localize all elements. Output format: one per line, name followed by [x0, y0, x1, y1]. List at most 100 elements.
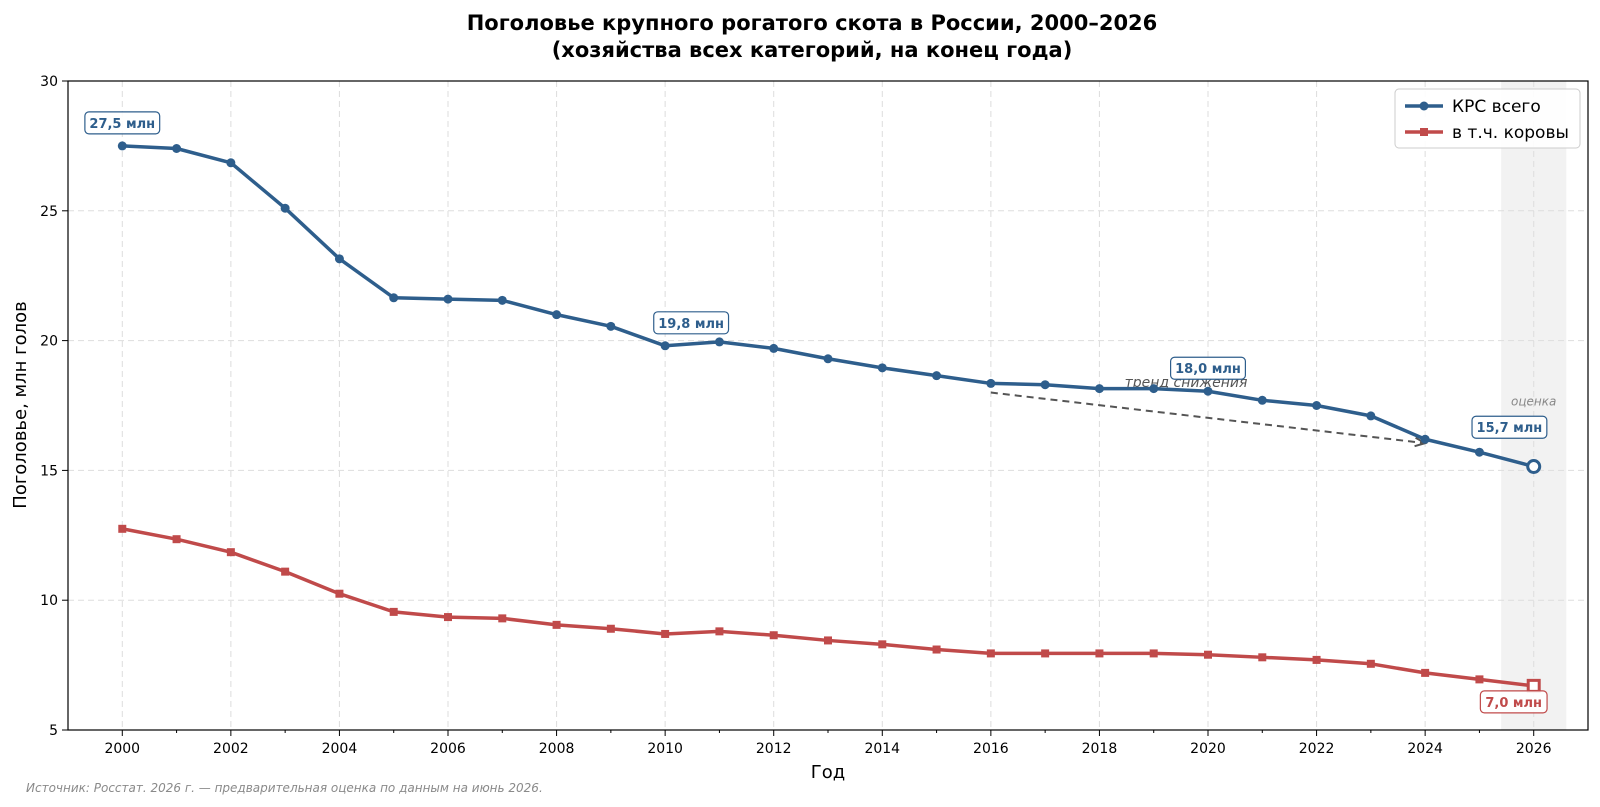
legend-label: КРС всего — [1452, 97, 1541, 117]
data-point — [1420, 434, 1430, 444]
chart-title-line-1: Поголовье крупного рогатого скота в Росс… — [467, 11, 1158, 35]
legend-label: в т.ч. коровы — [1452, 123, 1569, 143]
callout-box — [1471, 415, 1548, 439]
data-point — [932, 371, 942, 381]
x-tick-label: 2000 — [104, 741, 140, 757]
x-tick-label: 2014 — [864, 741, 900, 757]
data-point — [443, 294, 453, 304]
x-tick-label: 2010 — [647, 741, 683, 757]
data-point — [172, 143, 182, 153]
data-point — [823, 354, 833, 364]
callout-text: 19,8 млн — [658, 317, 724, 332]
callout-text: 7,0 млн — [1485, 696, 1542, 711]
x-tick-label: 2024 — [1407, 741, 1443, 757]
data-point — [824, 636, 832, 645]
annotations: 27,5 млн 19,8 млн 18,0 млн 15,7 млн 7,0 млн — [84, 111, 1548, 714]
data-point — [1257, 395, 1267, 405]
data-point — [606, 321, 616, 331]
data-point — [1149, 649, 1158, 658]
data-point — [661, 629, 670, 638]
data-point — [932, 645, 941, 654]
callout-box — [84, 111, 161, 135]
x-axis-label: Год — [811, 762, 845, 783]
data-point — [1366, 659, 1375, 668]
data-point — [1041, 649, 1050, 658]
data-point — [986, 378, 996, 388]
data-point — [281, 567, 290, 576]
data-point-estimate — [1526, 459, 1542, 475]
callout-text: 27,5 млн — [89, 117, 155, 132]
data-point — [1204, 650, 1212, 659]
data-point — [715, 627, 724, 636]
data-point — [1475, 675, 1484, 684]
data-point — [280, 203, 290, 213]
data-point — [389, 293, 399, 303]
legend-marker — [1419, 101, 1429, 111]
data-point — [1094, 384, 1104, 394]
data-point — [334, 254, 344, 264]
legend-marker — [1420, 128, 1428, 136]
data-point — [1312, 655, 1321, 664]
callout-text: 15,7 млн — [1477, 421, 1543, 436]
value-callout: 15,7 млн — [1471, 415, 1548, 439]
data-point — [226, 158, 236, 168]
data-point — [335, 589, 344, 598]
data-point — [714, 337, 724, 347]
x-tick-label: 2018 — [1082, 741, 1118, 757]
data-point — [878, 640, 887, 649]
legend-item: КРС всего — [1405, 97, 1541, 117]
callout-box — [1479, 690, 1548, 714]
data-point — [769, 631, 778, 640]
data-point — [497, 295, 507, 305]
data-point-estimate — [1526, 678, 1541, 693]
data-point — [986, 649, 995, 658]
y-tick-label: 25 — [40, 204, 58, 220]
x-tick-label: 2026 — [1516, 741, 1552, 757]
source-note: Источник: Росстат. 2026 г. — предварител… — [26, 781, 543, 795]
data-point — [1258, 653, 1267, 662]
data-point — [1421, 668, 1430, 677]
data-point — [1474, 447, 1484, 457]
data-point — [877, 363, 887, 373]
x-tick-label: 2006 — [430, 741, 466, 757]
y-tick-label: 10 — [40, 593, 58, 609]
data-point — [444, 613, 452, 622]
data-point — [389, 607, 398, 616]
x-tick-label: 2008 — [539, 741, 575, 757]
legend-item: в т.ч. коровы — [1405, 123, 1569, 143]
data-point — [172, 535, 181, 544]
axes: 2000 2002 2004 2006 2008 2010 2012 2014 2016 2018… — [40, 74, 1589, 757]
data-point — [118, 524, 127, 533]
chart-title-line-2: (хозяйства всех категорий, на конец года… — [552, 38, 1073, 62]
data-point — [117, 141, 127, 151]
data-point — [1149, 384, 1159, 394]
y-tick-label: 20 — [40, 334, 58, 350]
x-tick-label: 2016 — [973, 741, 1009, 757]
data-point — [606, 624, 615, 633]
x-tick-label: 2012 — [756, 741, 792, 757]
value-callout: 27,5 млн — [84, 111, 161, 135]
data-point — [552, 310, 562, 320]
data-point — [552, 620, 561, 629]
y-tick-label: 15 — [40, 463, 58, 479]
data-point — [1095, 649, 1104, 658]
y-axis-label: Поголовье, млн голов — [10, 301, 31, 508]
x-tick-label: 2004 — [322, 741, 358, 757]
y-tick-label: 30 — [40, 74, 58, 90]
data-point — [1312, 401, 1322, 410]
x-tick-label: 2022 — [1299, 741, 1335, 757]
value-callout: 7,0 млн — [1479, 690, 1548, 714]
legend: КРС всего в т.ч. коровы — [1394, 88, 1581, 149]
data-point — [769, 343, 779, 353]
trend-line — [990, 391, 1426, 445]
series-1 — [117, 141, 1542, 475]
data-point — [1203, 386, 1213, 396]
series-lines — [117, 141, 1542, 693]
callout-text: 18,0 млн — [1175, 362, 1241, 377]
data-point — [1366, 411, 1376, 421]
data-point — [226, 548, 235, 557]
data-point — [498, 614, 507, 623]
callout-box — [653, 311, 730, 335]
